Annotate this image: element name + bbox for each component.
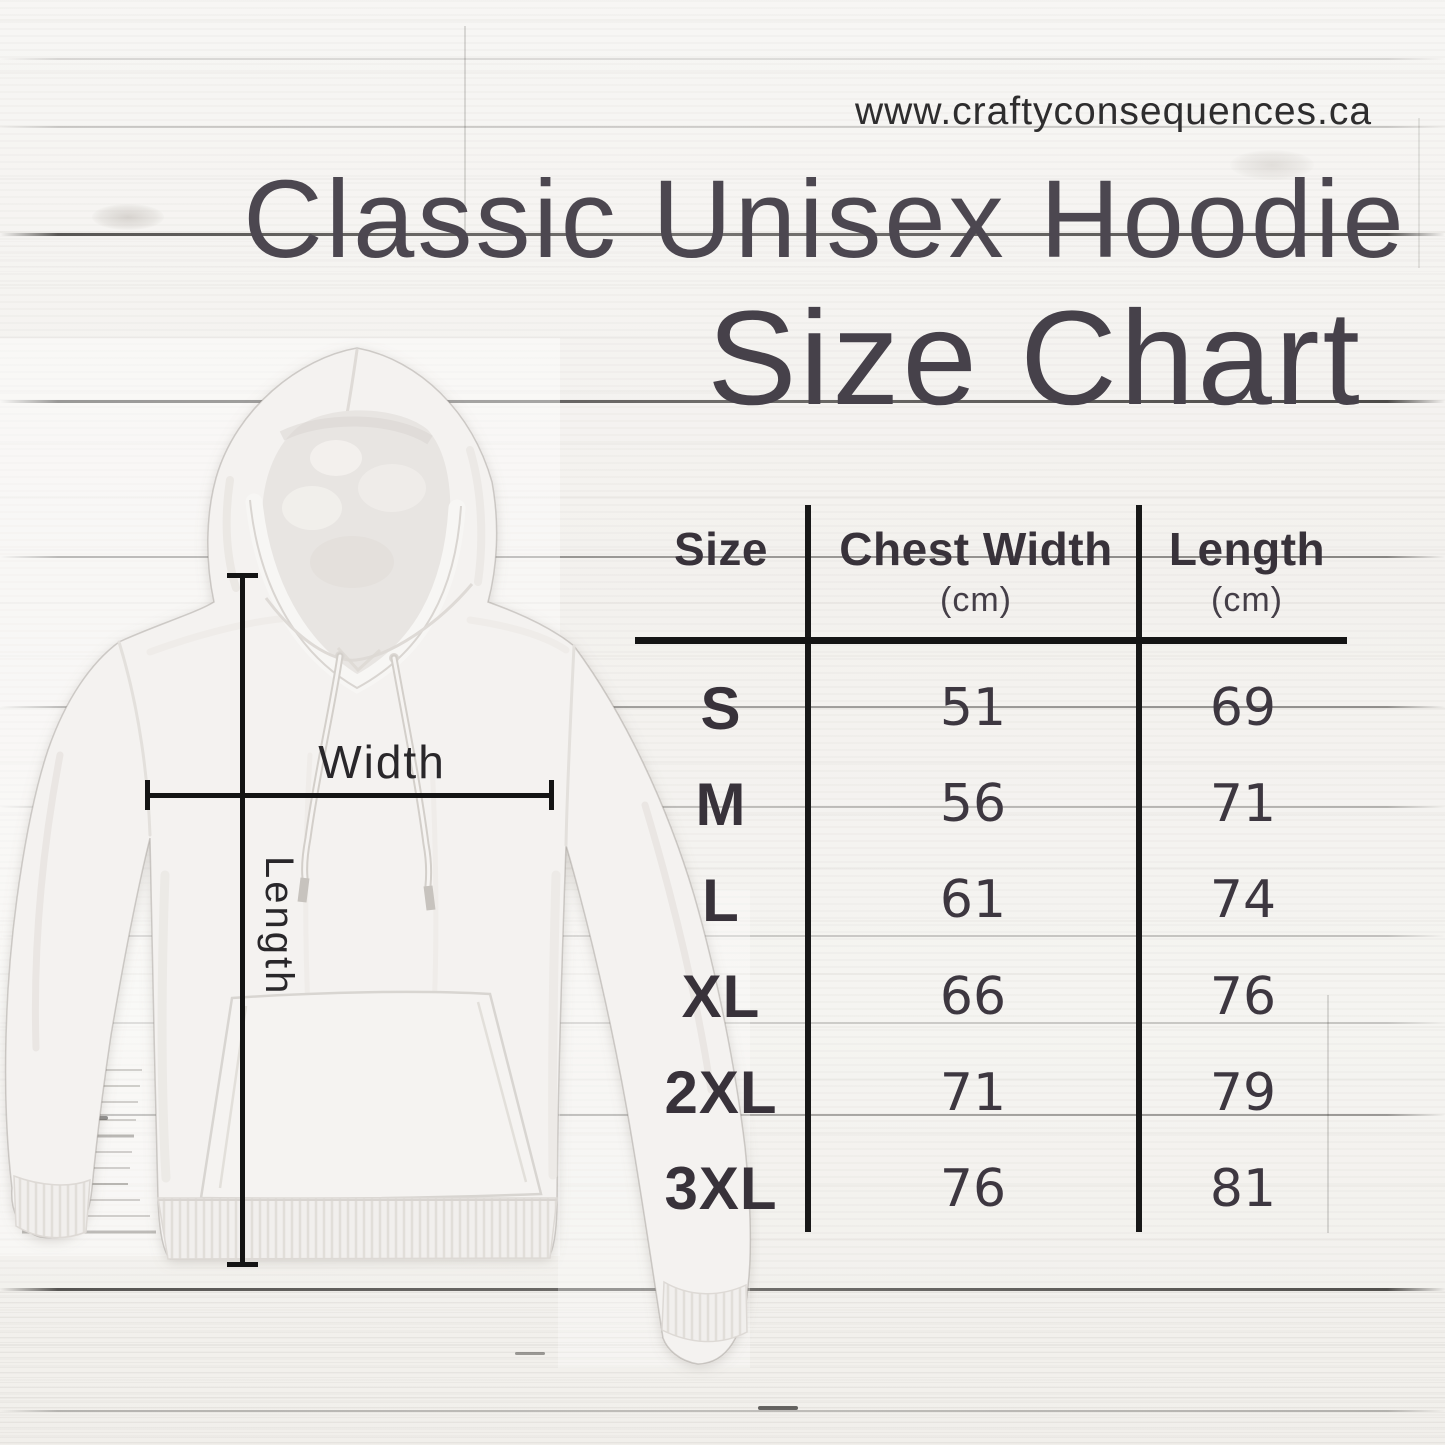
wood-crack bbox=[1418, 118, 1420, 268]
size-value: 3XL bbox=[664, 1155, 778, 1223]
column-header-chest-width: Chest Width (cm) bbox=[813, 521, 1139, 623]
width-label: Width bbox=[318, 736, 446, 788]
chest-width-value: 51 bbox=[939, 678, 1007, 739]
wood-knot bbox=[92, 204, 164, 230]
length-value: 79 bbox=[1209, 1062, 1277, 1123]
chest-width-value: 76 bbox=[939, 1158, 1007, 1219]
hood-rim bbox=[245, 493, 466, 694]
length-header-label: Length bbox=[1168, 523, 1326, 575]
width-measure-line bbox=[147, 793, 553, 798]
size-table-rows: S 51 69 M 56 71 L 61 74 XL 66 76 2XL 71 bbox=[635, 660, 1347, 1237]
size-value: S bbox=[700, 674, 742, 742]
plank-seam bbox=[0, 126, 1445, 128]
width-measure-cap-right bbox=[549, 780, 554, 810]
column-header-size: Size bbox=[635, 521, 807, 577]
length-value: 69 bbox=[1209, 678, 1277, 739]
table-row: 2XL 71 79 bbox=[635, 1045, 1347, 1141]
hoodie-illustration bbox=[0, 338, 752, 1368]
wood-knot bbox=[1230, 150, 1314, 180]
size-header-label: Size bbox=[673, 523, 769, 575]
table-row: XL 66 76 bbox=[635, 948, 1347, 1044]
product-title: Classic Unisex Hoodie bbox=[243, 158, 1407, 281]
hoodie-photo bbox=[0, 330, 760, 1445]
size-value: XL bbox=[681, 963, 761, 1031]
wood-crack bbox=[1327, 995, 1329, 1233]
length-measure-line bbox=[240, 575, 245, 1265]
size-value: L bbox=[702, 866, 740, 934]
length-value: 81 bbox=[1209, 1158, 1277, 1219]
plank-seam bbox=[0, 1410, 1445, 1412]
chest-width-value: 61 bbox=[939, 870, 1007, 931]
size-table: Size Chest Width (cm) Length (cm) S 51 6… bbox=[635, 505, 1347, 1235]
length-value: 71 bbox=[1209, 774, 1277, 835]
sleeve-cuffs bbox=[13, 1174, 748, 1343]
wood-crack bbox=[464, 26, 466, 232]
plank-seam bbox=[0, 58, 1445, 60]
column-header-length: Length (cm) bbox=[1147, 521, 1347, 623]
hood-interior bbox=[262, 410, 451, 676]
plank-seam bbox=[0, 233, 1445, 236]
table-divider-vertical-2 bbox=[1136, 505, 1142, 1232]
table-row: M 56 71 bbox=[635, 756, 1347, 852]
wood-scuff bbox=[515, 1352, 545, 1355]
collar-seam bbox=[264, 583, 474, 662]
wood-scuff bbox=[758, 1406, 798, 1410]
table-divider-vertical-1 bbox=[805, 505, 811, 1232]
chest-width-unit-label: (cm) bbox=[940, 581, 1012, 619]
plank-seam bbox=[0, 806, 1445, 808]
length-value: 76 bbox=[1209, 966, 1277, 1027]
table-header-underline bbox=[635, 637, 1347, 644]
chest-width-value: 56 bbox=[939, 774, 1007, 835]
size-value: 2XL bbox=[664, 1059, 778, 1127]
chest-width-header-label: Chest Width bbox=[839, 523, 1113, 575]
chart-title: Size Chart bbox=[707, 284, 1363, 433]
plank-seam bbox=[0, 935, 1445, 937]
plank-seam bbox=[0, 706, 1445, 708]
plank-seam bbox=[0, 400, 1445, 403]
website-url: www.craftyconsequences.ca bbox=[855, 90, 1373, 133]
size-value: M bbox=[695, 770, 747, 838]
chest-width-value: 66 bbox=[939, 966, 1007, 1027]
table-row: L 61 74 bbox=[635, 852, 1347, 948]
length-unit-label: (cm) bbox=[1211, 581, 1283, 619]
length-label: Length bbox=[257, 856, 301, 997]
kangaroo-pocket bbox=[199, 990, 543, 1201]
length-measure-cap-top bbox=[227, 573, 258, 578]
length-value: 74 bbox=[1209, 870, 1277, 931]
length-measure-cap-bottom bbox=[227, 1262, 258, 1267]
width-measure-cap-left bbox=[145, 780, 150, 810]
plank-seam bbox=[0, 556, 1445, 558]
hoodie-body bbox=[4, 347, 752, 1365]
hem-band bbox=[157, 1197, 558, 1260]
table-row: 3XL 76 81 bbox=[635, 1141, 1347, 1237]
drawstrings bbox=[297, 651, 436, 911]
chest-width-value: 71 bbox=[939, 1062, 1007, 1123]
wood-grain-band bbox=[0, 236, 1445, 276]
table-row: S 51 69 bbox=[635, 660, 1347, 756]
